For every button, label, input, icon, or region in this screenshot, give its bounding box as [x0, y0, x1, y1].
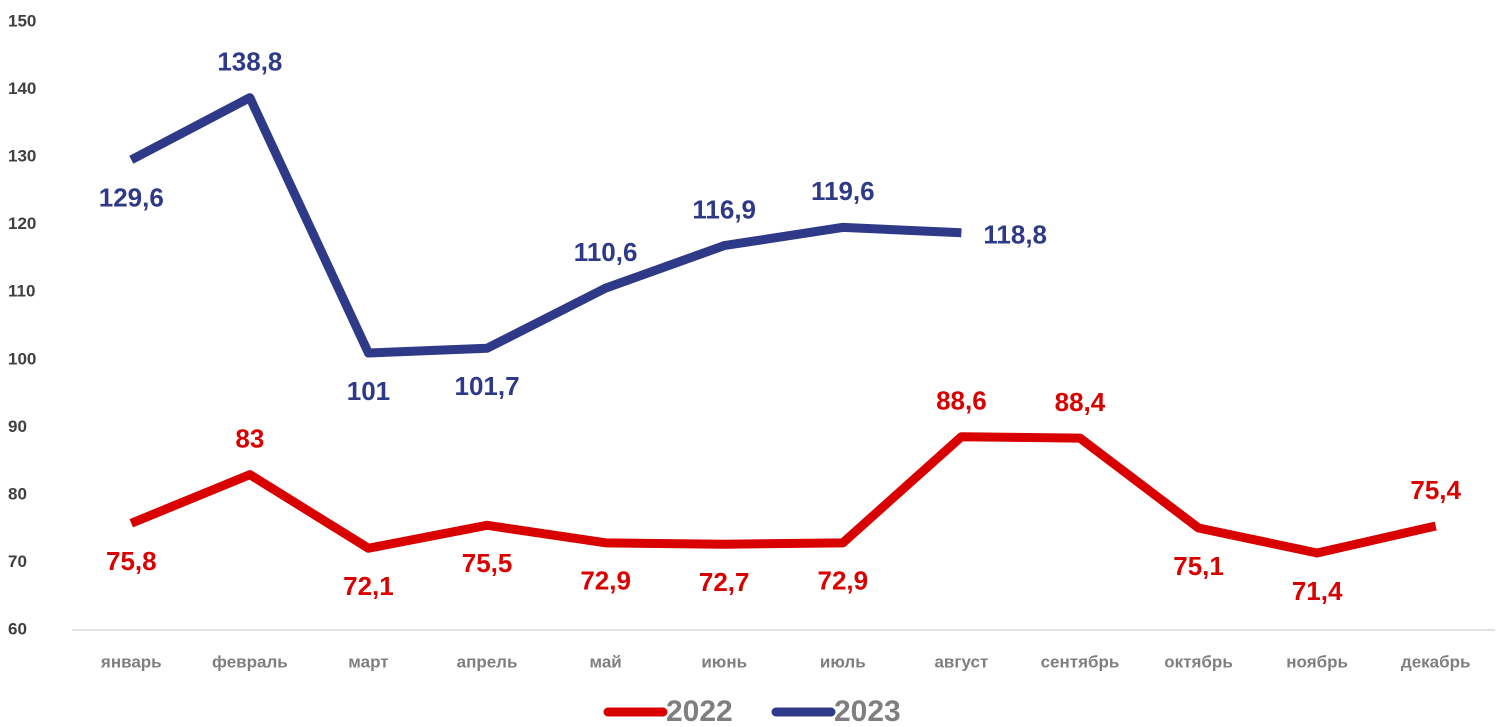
data-label: 72,9 [817, 566, 868, 596]
y-tick-label: 110 [8, 282, 35, 301]
x-tick-label: сентябрь [1041, 652, 1120, 671]
y-tick-label: 120 [8, 214, 36, 233]
legend-label: 2022 [666, 695, 733, 727]
x-tick-label: июль [820, 652, 866, 671]
data-label: 101 [347, 376, 390, 406]
data-label: 88,6 [936, 386, 987, 416]
x-tick-label: июнь [701, 652, 747, 671]
data-label: 116,9 [692, 194, 756, 224]
data-label: 71,4 [1292, 576, 1343, 606]
data-label: 75,5 [462, 548, 513, 578]
data-label: 119,6 [811, 176, 875, 206]
data-label: 83 [235, 423, 264, 453]
y-tick-label: 90 [8, 417, 27, 436]
y-tick-label: 100 [8, 349, 36, 368]
data-label: 118,8 [983, 220, 1047, 250]
data-label: 138,8 [217, 47, 282, 77]
y-tick-label: 140 [8, 79, 36, 98]
x-tick-label: апрель [457, 652, 518, 671]
series-line [129, 93, 962, 358]
data-label: 72,7 [699, 567, 750, 597]
data-label: 75,1 [1173, 551, 1224, 581]
legend-label: 2023 [834, 695, 901, 727]
x-tick-label: ноябрь [1286, 652, 1348, 671]
x-tick-label: март [348, 652, 388, 671]
data-label: 101,7 [455, 371, 520, 401]
x-tick-label: февраль [212, 652, 288, 671]
x-tick-label: декабрь [1401, 652, 1471, 671]
y-tick-label: 130 [8, 147, 36, 166]
x-tick-label: май [589, 652, 621, 671]
data-label: 75,8 [106, 546, 157, 576]
series-line [129, 432, 1437, 558]
y-tick-label: 70 [8, 552, 27, 571]
data-label: 75,4 [1410, 475, 1461, 505]
data-label: 72,9 [580, 566, 631, 596]
y-tick-label: 150 [8, 11, 36, 30]
y-tick-label: 80 [8, 484, 27, 503]
data-label: 72,1 [343, 571, 394, 601]
x-tick-label: август [934, 652, 988, 671]
x-tick-label: октябрь [1164, 652, 1232, 671]
x-tick-label: январь [100, 652, 162, 671]
y-tick-label: 60 [8, 619, 27, 638]
data-label: 129,6 [99, 183, 164, 213]
data-label: 110,6 [574, 237, 638, 267]
data-label: 88,4 [1055, 387, 1106, 417]
